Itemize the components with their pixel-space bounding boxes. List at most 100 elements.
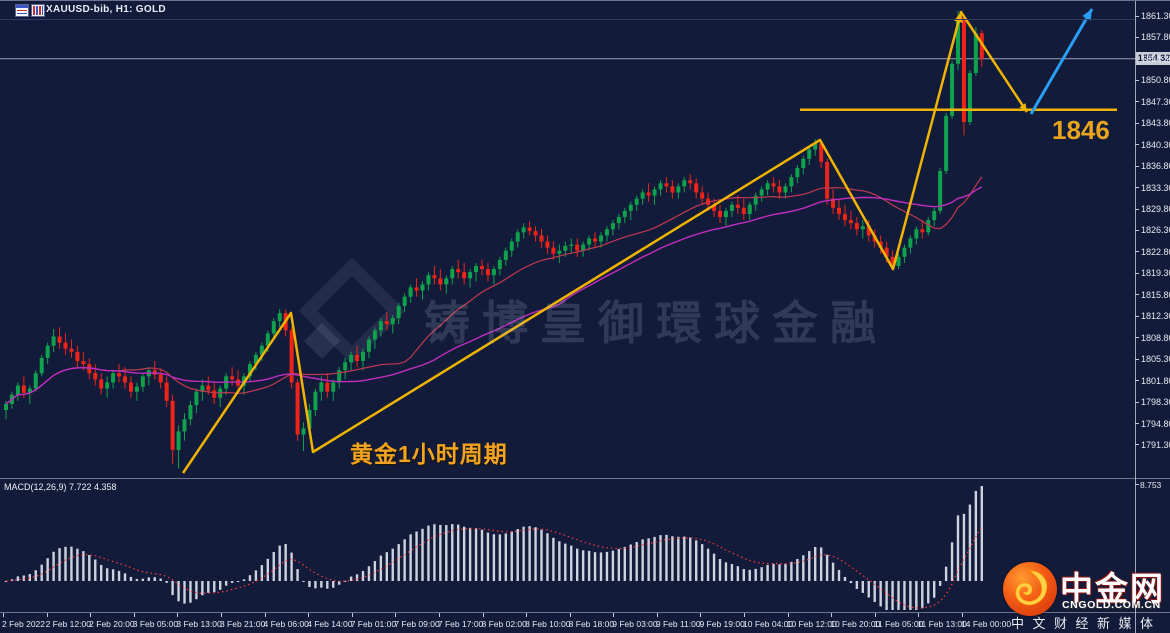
time-tick-label: 2 Feb 2022 <box>2 619 46 629</box>
price-tick-label: 1812.30 <box>1141 311 1170 322</box>
price-axis-border <box>1135 1 1136 633</box>
price-tick <box>1135 315 1139 317</box>
time-tick-label: 3 Feb 21:00 <box>219 619 266 629</box>
trend-annotations[interactable] <box>181 8 1117 474</box>
price-tick <box>1135 36 1139 38</box>
price-tick-label: 1808.80 <box>1141 332 1170 343</box>
time-tick-label: 11 Feb 13:00 <box>917 619 967 629</box>
time-tick-label: 7 Feb 09:00 <box>394 619 440 629</box>
time-tick-label: 14 Feb 00:00 <box>961 619 1012 629</box>
current-price-tag: 1854.32 <box>1136 52 1170 66</box>
ma-slow-line <box>5 186 983 405</box>
price-tick-label: 1819.30 <box>1141 268 1170 279</box>
time-tick <box>308 613 310 617</box>
time-tick <box>569 613 571 617</box>
gold-swirl-glyph <box>1015 570 1048 606</box>
time-tick <box>526 613 528 617</box>
candlestick-series <box>4 10 984 469</box>
price-tick-label: 1822.80 <box>1141 246 1170 257</box>
price-tick-label: 1798.30 <box>1141 397 1170 408</box>
price-tick <box>1135 272 1139 274</box>
price-tick-label: 1861.30 <box>1141 11 1170 21</box>
cngold-tagline: 中文财经新媒体 <box>1011 616 1162 631</box>
price-tick <box>1135 294 1139 296</box>
price-tick-label: 1805.30 <box>1141 354 1170 365</box>
price-tick-label: 1850.80 <box>1141 75 1170 86</box>
time-tick <box>46 613 48 617</box>
projection-arrow <box>1029 8 1094 115</box>
time-tick <box>744 613 746 617</box>
macd-signal-line <box>5 526 983 609</box>
macd-scale-tick <box>1135 484 1139 485</box>
price-tick <box>1135 444 1139 446</box>
price-tick <box>1135 229 1139 231</box>
time-tick-label: 4 Feb 06:00 <box>263 619 309 629</box>
axis-divider <box>0 612 1170 613</box>
time-tick-label: 3 Feb 13:00 <box>176 619 222 629</box>
cycle-annotation-label: 黄金1小时周期 <box>350 441 508 467</box>
price-tick <box>1135 101 1139 103</box>
price-tick <box>1135 144 1139 146</box>
price-tick <box>1135 165 1139 167</box>
price-axis[interactable] <box>1135 1 1170 613</box>
chart-window-icon <box>15 4 29 17</box>
price-tick <box>1135 187 1139 189</box>
candlestick-chart-icon <box>31 4 45 17</box>
time-tick <box>395 613 397 617</box>
price-tick <box>1135 380 1139 382</box>
price-tick <box>1135 337 1139 339</box>
ma-fast-line <box>5 176 983 405</box>
time-tick-label: 9 Feb 11:00 <box>655 619 701 629</box>
price-tick-label: 1843.80 <box>1141 118 1170 129</box>
price-tick <box>1135 79 1139 81</box>
price-tick-label: 1794.80 <box>1141 418 1170 429</box>
time-tick-label: 3 Feb 05:00 <box>132 619 179 629</box>
broker-watermark-diamond <box>298 257 406 365</box>
time-tick-label: 8 Feb 02:00 <box>481 619 527 629</box>
time-tick <box>700 613 702 617</box>
time-tick-label: 8 Feb 10:00 <box>525 619 571 629</box>
time-tick <box>133 613 135 617</box>
cngold-title: 中金网 <box>1060 570 1165 607</box>
time-tick <box>482 613 484 617</box>
time-tick <box>438 613 440 617</box>
time-tick <box>787 613 789 617</box>
time-tick <box>962 613 963 617</box>
time-tick <box>3 613 4 617</box>
time-tick <box>177 613 179 617</box>
macd-indicator-label: MACD(12,26,9) 7.722 4.358 <box>4 482 117 492</box>
time-tick-label: 9 Feb 03:00 <box>612 619 658 629</box>
price-tick <box>1135 401 1139 403</box>
time-tick <box>613 613 615 617</box>
time-tick-label: 9 Feb 19:00 <box>699 619 745 629</box>
panel-divider[interactable] <box>0 478 1170 479</box>
macd-histogram <box>4 486 983 610</box>
time-tick <box>264 613 266 617</box>
time-tick <box>90 613 92 617</box>
price-tick <box>1135 358 1139 360</box>
time-tick-label: 10 Feb 20:00 <box>830 619 881 629</box>
time-tick-label: 7 Feb 17:00 <box>437 619 484 629</box>
time-tick-label: 2 Feb 12:00 <box>45 619 91 629</box>
price-tick <box>1135 251 1139 253</box>
time-tick <box>351 613 353 617</box>
cngold-domain: CNGOLD.COM.CN <box>1062 599 1161 611</box>
price-tick <box>1135 58 1139 60</box>
price-tick-label: 1857.80 <box>1141 32 1170 43</box>
time-tick-label: 7 Feb 01:00 <box>350 619 397 629</box>
time-tick <box>220 613 222 617</box>
time-tick <box>918 613 920 617</box>
price-tick <box>1135 423 1139 424</box>
symbol-title: XAUUSD-bib, H1: GOLD <box>46 4 166 15</box>
time-tick-label: 10 Feb 04:00 <box>743 619 794 629</box>
price-tick-label: 1836.80 <box>1141 161 1170 172</box>
cngold-badge-icon <box>1003 562 1057 616</box>
time-tick-label: 4 Feb 14:00 <box>307 619 353 629</box>
time-tick <box>656 613 658 617</box>
time-tick-label: 11 Feb 05:00 <box>873 619 924 629</box>
support-level-label: 1846 <box>1052 115 1110 145</box>
price-tick-label: 1854.30 <box>1141 53 1170 64</box>
chart-title-bar: XAUUSD-bib, H1: GOLD <box>0 1 1135 20</box>
